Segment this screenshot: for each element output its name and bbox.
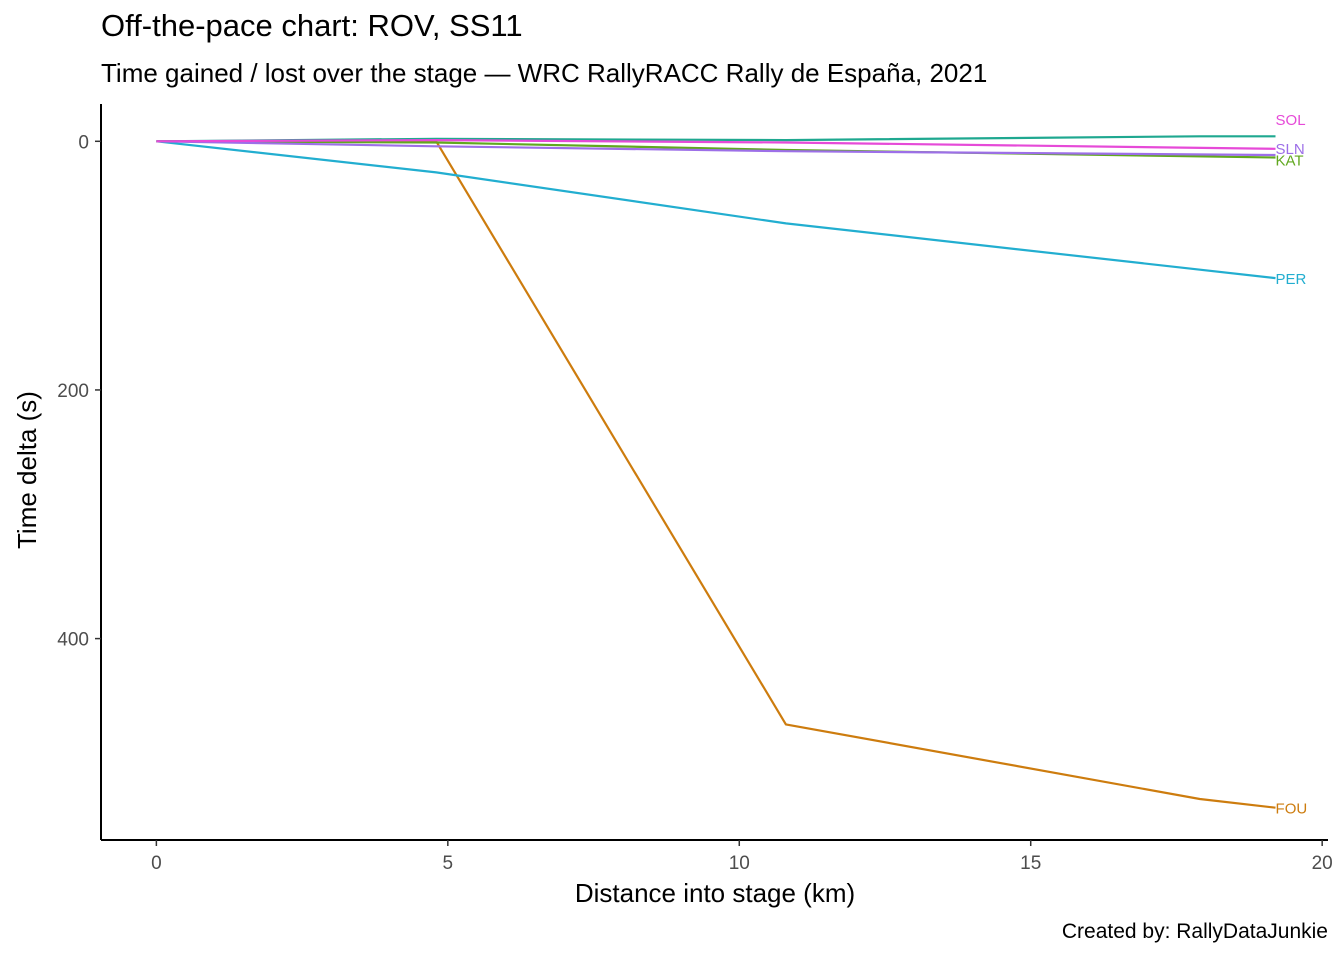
x-tick-label: 5 — [443, 853, 454, 874]
x-tick-label: 0 — [151, 853, 162, 874]
series-end-label-per: PER — [1276, 271, 1307, 288]
series-line-sol — [156, 139, 1276, 150]
series-end-label-fou: FOU — [1276, 801, 1308, 818]
y-axis-title: Time delta (s) — [12, 391, 42, 549]
y-tick-label: 0 — [78, 132, 89, 153]
chart-title: Off-the-pace chart: ROV, SS11 — [101, 8, 523, 43]
series-line-fou — [156, 140, 1276, 809]
x-tick-label: 10 — [729, 853, 750, 874]
series-line-per — [156, 140, 1276, 280]
y-tick-label: 400 — [57, 630, 89, 651]
y-tick-label: 200 — [57, 381, 89, 402]
x-tick-label: 20 — [1312, 853, 1333, 874]
series-end-label-sol: SOL — [1276, 112, 1306, 129]
chart-subtitle: Time gained / lost over the stage — WRC … — [101, 58, 988, 88]
chart-caption: Created by: RallyDataJunkie — [1061, 920, 1328, 943]
series-line-sln — [156, 140, 1276, 157]
series-end-label-sln: SLN — [1276, 141, 1305, 158]
series-end-label-kat: KAT — [1276, 152, 1304, 169]
x-tick-label: 15 — [1020, 853, 1041, 874]
x-axis-title: Distance into stage (km) — [575, 878, 855, 908]
